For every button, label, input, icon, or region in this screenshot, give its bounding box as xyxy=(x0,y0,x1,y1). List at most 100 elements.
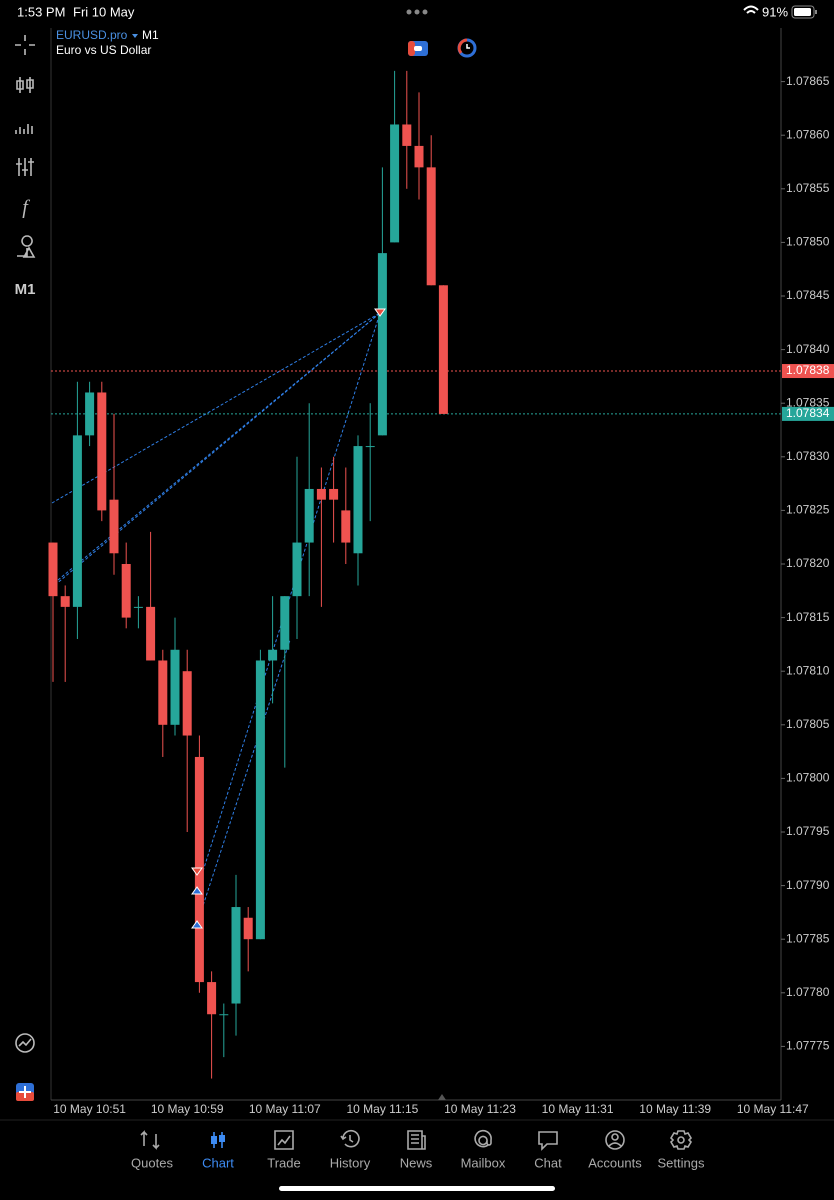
nav-label[interactable]: Chat xyxy=(534,1155,562,1170)
y-tick-label: 1.07850 xyxy=(786,235,830,249)
y-tick-label: 1.07810 xyxy=(786,663,830,677)
signals-icon[interactable] xyxy=(15,1033,35,1053)
shift-marker xyxy=(438,1094,446,1100)
nav-label[interactable]: Mailbox xyxy=(461,1155,506,1170)
candle-body xyxy=(48,542,58,597)
nav-icon[interactable] xyxy=(140,1130,160,1150)
symbol-name[interactable]: EURUSD.pro xyxy=(56,28,128,42)
nav-label[interactable]: Quotes xyxy=(131,1155,173,1170)
y-tick-label: 1.07840 xyxy=(786,342,830,356)
nav-icon[interactable] xyxy=(605,1130,625,1150)
wifi-icon xyxy=(743,5,759,14)
nav-label[interactable]: Accounts xyxy=(588,1155,642,1170)
candle-body xyxy=(255,660,265,940)
x-tick-label: 10 May 11:47 xyxy=(737,1102,809,1116)
nav-label[interactable]: History xyxy=(330,1155,371,1170)
y-tick-label: 1.07835 xyxy=(786,395,830,409)
home-indicator xyxy=(279,1186,555,1191)
candle-body xyxy=(280,596,290,650)
indicators-tool[interactable] xyxy=(16,158,34,176)
candle-body xyxy=(365,446,375,448)
trade-icon[interactable] xyxy=(408,41,428,56)
y-tick-label: 1.07790 xyxy=(786,878,830,892)
candle-body xyxy=(97,392,107,511)
y-tick-label: 1.07815 xyxy=(786,610,830,624)
nav-icons xyxy=(140,1129,693,1151)
nav-icon[interactable] xyxy=(669,1130,693,1150)
nav-icon[interactable] xyxy=(211,1136,217,1144)
candle-body xyxy=(60,596,70,607)
nav-icon[interactable] xyxy=(474,1129,492,1148)
candle-body xyxy=(219,1014,229,1016)
candle-body xyxy=(426,167,436,286)
x-tick-label: 10 May 10:59 xyxy=(151,1102,224,1116)
y-tick-label: 1.07800 xyxy=(786,771,830,785)
bid-line-box xyxy=(782,406,834,421)
y-tick-label: 1.07775 xyxy=(786,1039,830,1053)
candle-body xyxy=(316,488,326,500)
nav-label[interactable]: Settings xyxy=(658,1155,705,1170)
candle-body xyxy=(292,542,302,597)
nav-icon[interactable] xyxy=(407,1130,426,1150)
candle-body xyxy=(390,124,400,243)
bid-line-label: 1.07834 xyxy=(786,406,830,420)
candle-body xyxy=(85,392,95,436)
x-tick-label: 10 May 11:23 xyxy=(444,1102,516,1116)
y-tick-label: 1.07855 xyxy=(786,181,830,195)
nav-icon[interactable] xyxy=(538,1131,558,1151)
left-toolbar: f M1 xyxy=(15,35,36,1101)
candle-body xyxy=(438,285,448,414)
candle-body xyxy=(109,499,119,554)
y-tick-label: 1.07830 xyxy=(786,449,830,463)
candle-body xyxy=(268,649,278,661)
symbol-dropdown[interactable] xyxy=(132,34,138,38)
volume-tool[interactable] xyxy=(15,124,33,134)
trade-arrows xyxy=(191,308,386,929)
candle-body xyxy=(402,124,412,146)
candle-body xyxy=(243,917,253,940)
status-time: 1:53 PM xyxy=(17,4,65,19)
candle-body xyxy=(170,649,180,725)
battery-text: 91% xyxy=(762,4,788,19)
candle-body xyxy=(133,606,143,608)
x-tick-label: 10 May 11:15 xyxy=(346,1102,418,1116)
y-tick-label: 1.07860 xyxy=(786,127,830,141)
candle-body xyxy=(304,488,314,543)
nav-label[interactable]: News xyxy=(400,1155,433,1170)
candle-body xyxy=(414,145,424,168)
function-icon[interactable]: f xyxy=(22,197,30,219)
nav-icon[interactable] xyxy=(219,1135,225,1142)
candle-body xyxy=(72,435,82,607)
ask-line-box xyxy=(782,364,834,379)
x-tick-label: 10 May 10:51 xyxy=(53,1102,126,1116)
y-tick-label: 1.07805 xyxy=(786,717,830,731)
candle-body xyxy=(231,907,241,1004)
timeframe-button[interactable]: M1 xyxy=(15,281,36,298)
nav-label[interactable]: Chart xyxy=(202,1155,234,1170)
multitask-dots xyxy=(406,9,428,15)
y-tick-label: 1.07825 xyxy=(786,503,830,517)
nav-icon[interactable] xyxy=(340,1129,360,1148)
y-tick-label: 1.07795 xyxy=(786,824,830,838)
candle-body xyxy=(329,488,339,500)
objects-tool[interactable] xyxy=(17,235,36,258)
crosshair-tool[interactable] xyxy=(15,35,35,55)
candle-body xyxy=(158,660,168,725)
candle-body xyxy=(146,606,156,661)
candle-body xyxy=(207,982,217,1015)
nav-label[interactable]: Trade xyxy=(267,1155,300,1170)
y-tick-label: 1.07845 xyxy=(786,288,830,302)
y-tick-label: 1.07865 xyxy=(786,74,830,88)
y-tick-label: 1.07785 xyxy=(786,931,830,945)
chart-type-tool[interactable] xyxy=(16,77,34,93)
clock-icon[interactable] xyxy=(457,38,477,58)
symbol-description: Euro vs US Dollar xyxy=(56,43,151,57)
candle-body xyxy=(121,564,131,618)
nav-icon[interactable] xyxy=(274,1130,294,1150)
y-tick-label: 1.07820 xyxy=(786,556,830,570)
y-tick-label: 1.07780 xyxy=(786,985,830,999)
x-tick-label: 10 May 11:31 xyxy=(542,1102,614,1116)
chart-timeframe: M1 xyxy=(142,28,159,42)
